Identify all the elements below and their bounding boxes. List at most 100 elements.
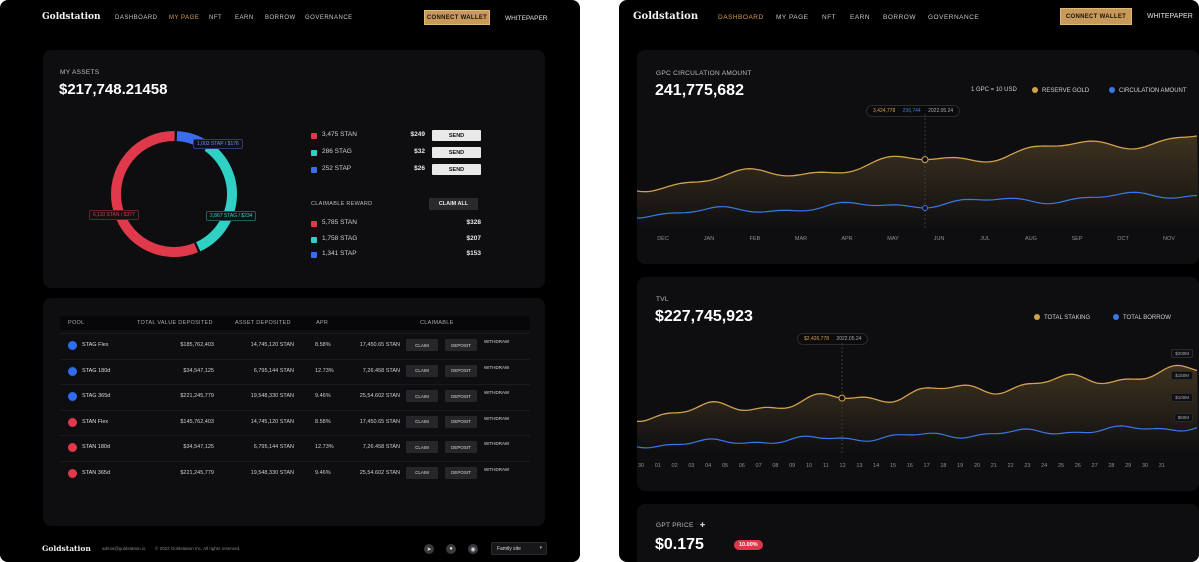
send-stap-button[interactable]: SEND — [432, 164, 481, 175]
withdraw-button[interactable]: WITHDRAW — [484, 364, 510, 370]
stan-token-icon — [68, 468, 77, 478]
connect-wallet-button[interactable]: CONNECT WALLET — [424, 10, 490, 25]
legend-label: TOTAL BORROW — [1123, 315, 1171, 321]
withdraw-button[interactable]: WITHDRAW — [484, 390, 510, 395]
pool-table-card: POOL TOTAL VALUE DEPOSITED ASSET DEPOSIT… — [43, 298, 545, 526]
legend-reserve-gold: RESERVE GOLD — [1032, 87, 1089, 94]
day-label: 05 — [721, 463, 729, 469]
table-row: STAG Flex $185,762,403 14,745,120 STAN 8.58… — [60, 333, 530, 357]
withdraw-button[interactable]: WITHDRAW — [484, 415, 510, 421]
token-amount: 252 STAP — [322, 165, 352, 172]
deposit-button[interactable]: DEPOSIT — [445, 415, 477, 428]
tvl-card: TVL $227,745,923 TOTAL STAKING TOTAL BOR… — [637, 277, 1199, 491]
pool-asset: 14,745,120 STAN — [250, 418, 294, 425]
day-label: 23 — [1024, 463, 1031, 469]
deposit-button[interactable]: DEPOSIT — [445, 390, 477, 402]
legend-total-staking: TOTAL STAKING — [1034, 314, 1090, 321]
logo[interactable]: Goldstation — [42, 12, 101, 22]
day-label: 10 — [805, 463, 813, 469]
claim-button[interactable]: CLAIM — [406, 415, 438, 428]
nav-governance[interactable]: GOVERNANCE — [305, 15, 353, 21]
whitepaper-link[interactable]: WHITEPAPER — [505, 15, 548, 22]
claim-all-button[interactable]: CLAIM ALL — [429, 198, 478, 210]
family-site-select[interactable]: Family site ▾ — [491, 542, 547, 555]
ratio-text: 1 GPC = 10 USD — [971, 87, 1017, 93]
nav-nft[interactable]: NFT — [209, 15, 223, 21]
blue-series-line — [637, 425, 1198, 449]
day-label: 13 — [856, 463, 863, 469]
send-stan-button[interactable]: SEND — [432, 130, 481, 141]
pool-apr: 12.73% — [315, 367, 334, 374]
withdraw-button[interactable]: WITHDRAW — [484, 441, 510, 446]
legend-dot — [1109, 87, 1115, 93]
col-asset-deposited: ASSET DEPOSITED — [235, 320, 291, 326]
nav-earn[interactable]: EARN — [850, 14, 871, 21]
y-tick: $50M — [1173, 413, 1193, 422]
deposit-button[interactable]: DEPOSIT — [445, 364, 477, 377]
hover-point-blue[interactable] — [922, 204, 928, 211]
day-label: 09 — [789, 463, 796, 469]
telegram-icon[interactable]: ➤ — [424, 544, 434, 554]
day-axis: 30 01 02 03 04 05 06 07 08 09 10 11 12 13 14 15 16 17 18 19… — [637, 463, 1199, 473]
pool-asset: 6,795,144 STAN — [253, 367, 294, 374]
pool-apr: 9.46% — [315, 393, 331, 399]
footer: Goldstation admin@goldstation.io © 2022 … — [0, 536, 580, 562]
pool-name: STAG 365d — [82, 393, 111, 399]
hover-point[interactable] — [921, 156, 929, 164]
nav-my-page[interactable]: MY PAGE — [169, 15, 200, 21]
claim-button[interactable]: CLAIM — [406, 441, 438, 453]
nav-borrow[interactable]: BORROW — [265, 15, 296, 21]
claim-button[interactable]: CLAIM — [406, 466, 438, 479]
deposit-button[interactable]: DEPOSIT — [445, 339, 477, 351]
claim-button[interactable]: CLAIM — [406, 364, 438, 377]
family-site-label: Family site — [497, 546, 521, 552]
nav-borrow[interactable]: BORROW — [883, 14, 916, 21]
gold-area — [637, 136, 1199, 230]
day-label: 17 — [923, 463, 930, 469]
deposit-button[interactable]: DEPOSIT — [445, 441, 477, 453]
pool-name: STAG Flex — [82, 342, 109, 348]
claim-button[interactable]: CLAIM — [406, 390, 438, 402]
legend-dot — [1034, 314, 1040, 320]
y-tick: $100M — [1171, 393, 1193, 402]
col-apr: APR — [316, 320, 329, 326]
stan-color-dot — [311, 133, 317, 139]
pool-name: STAN 180d — [82, 444, 111, 450]
hover-point[interactable] — [838, 394, 846, 402]
token-usd: $32 — [414, 148, 425, 155]
stap-color-dot — [311, 252, 317, 258]
stap-color-dot — [311, 167, 317, 173]
circulation-card: GPC CIRCULATION AMOUNT 241,775,682 1 GPC… — [637, 50, 1199, 264]
deposit-button[interactable]: DEPOSIT — [445, 466, 477, 479]
nav-earn[interactable]: EARN — [235, 15, 254, 21]
nav-nft[interactable]: NFT — [822, 14, 837, 21]
tooltip-gold-value: 3,424,778 — [873, 108, 896, 114]
month-label: JUL — [980, 236, 990, 242]
table-row: STAG 365d $221,245,779 19,548,330 STAN 9.46… — [60, 384, 530, 408]
logo[interactable]: Goldstation — [633, 11, 699, 22]
withdraw-button[interactable]: WITHDRAW — [484, 339, 510, 344]
medium-icon[interactable]: ◉ — [468, 544, 478, 554]
day-label: 11 — [822, 463, 829, 469]
pool-asset: 19,548,330 STAN — [250, 393, 294, 399]
stag-token-icon — [68, 366, 77, 376]
discord-icon[interactable]: ● — [446, 544, 456, 554]
nav-dashboard[interactable]: DASHBOARD — [718, 14, 764, 21]
pool-claimable: 17,450.65 STAN — [359, 418, 400, 425]
whitepaper-link[interactable]: WHITEPAPER — [1147, 13, 1193, 20]
token-amount: 3,475 STAN — [322, 131, 357, 138]
nav-governance[interactable]: GOVERNANCE — [928, 14, 980, 21]
donut-segment-stag — [195, 142, 237, 252]
send-stag-button[interactable]: SEND — [432, 147, 481, 158]
tooltip-date: 2022.05.24 — [928, 108, 954, 114]
plus-icon[interactable]: ✚ — [699, 522, 706, 529]
nav-my-page[interactable]: MY PAGE — [776, 14, 809, 21]
day-label: 29 — [1125, 463, 1132, 469]
footer-email[interactable]: admin@goldstation.io — [102, 546, 146, 551]
connect-wallet-button[interactable]: CONNECT WALLET — [1060, 8, 1132, 25]
nav-dashboard[interactable]: DASHBOARD — [115, 15, 158, 21]
claim-button[interactable]: CLAIM — [406, 339, 438, 351]
day-label: 24 — [1041, 463, 1048, 469]
withdraw-button[interactable]: WITHDRAW — [484, 466, 510, 472]
legend-dot — [1113, 314, 1119, 320]
